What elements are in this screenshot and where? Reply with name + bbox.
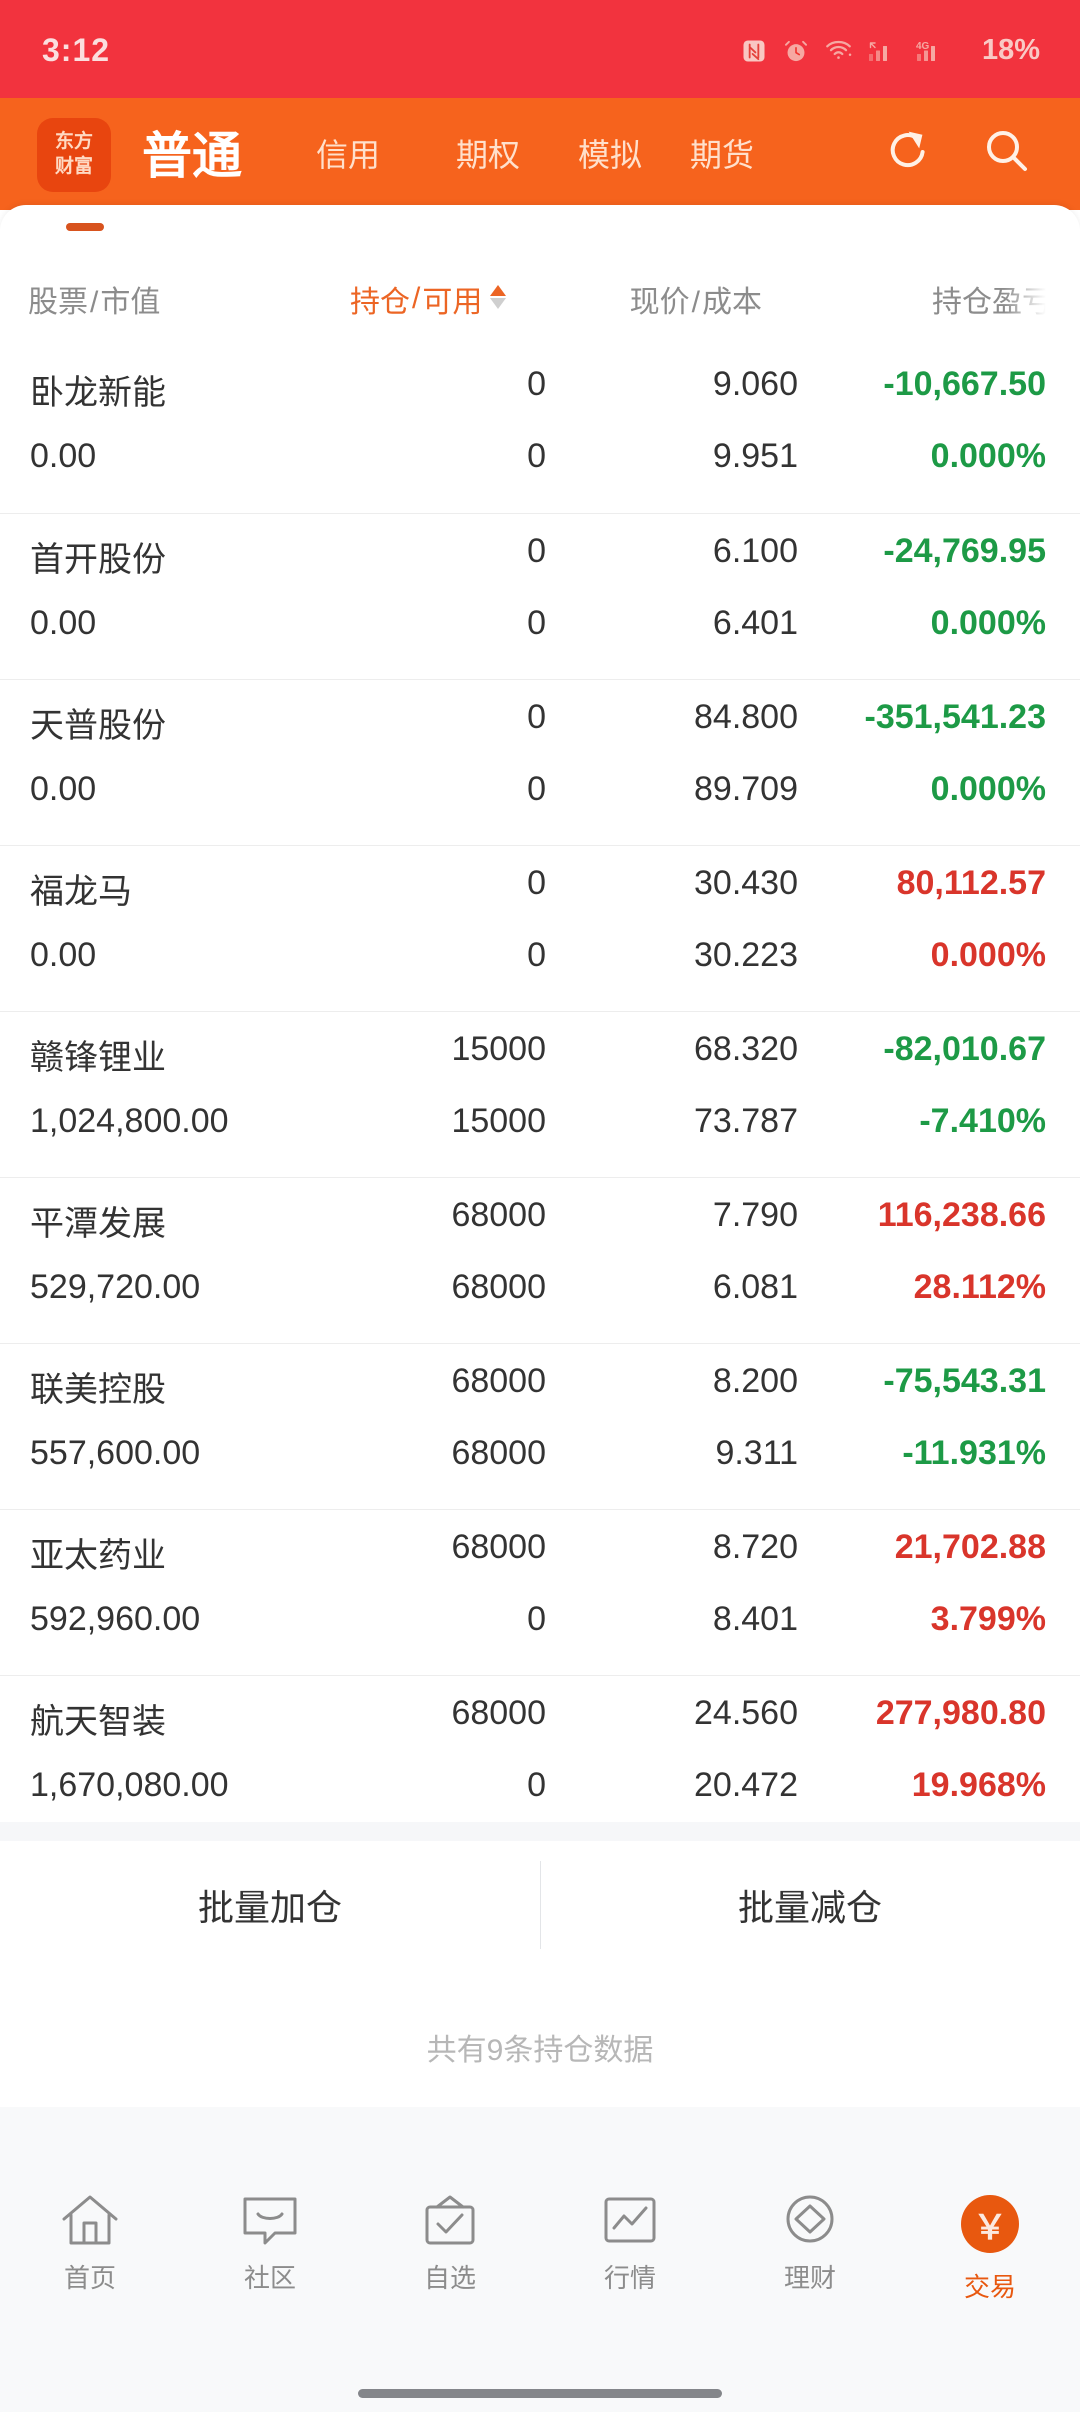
svg-text:4G: 4G — [916, 41, 930, 52]
